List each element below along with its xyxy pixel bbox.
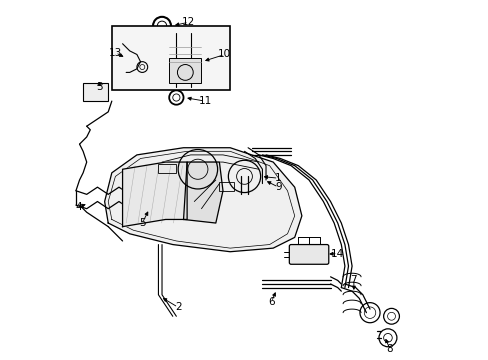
Text: 10: 10 bbox=[218, 49, 231, 59]
Bar bbox=[158, 164, 176, 173]
Text: 11: 11 bbox=[198, 96, 211, 106]
Text: 2: 2 bbox=[175, 302, 181, 312]
Text: 13: 13 bbox=[108, 48, 122, 58]
Polygon shape bbox=[104, 148, 301, 252]
Text: 9: 9 bbox=[275, 182, 281, 192]
Text: 8: 8 bbox=[386, 343, 392, 354]
Text: 6: 6 bbox=[267, 297, 274, 307]
FancyBboxPatch shape bbox=[289, 244, 328, 264]
Text: 5: 5 bbox=[139, 218, 145, 228]
Polygon shape bbox=[183, 162, 223, 223]
Bar bbox=[83, 83, 108, 101]
Text: 7: 7 bbox=[350, 275, 356, 285]
Text: 12: 12 bbox=[182, 17, 195, 27]
Text: 3: 3 bbox=[96, 82, 102, 92]
Bar bbox=[112, 26, 230, 90]
Bar bbox=[169, 58, 201, 83]
Text: 1: 1 bbox=[275, 173, 281, 183]
Text: 14: 14 bbox=[330, 248, 344, 258]
Polygon shape bbox=[122, 162, 187, 226]
Text: 4: 4 bbox=[75, 202, 82, 212]
Bar bbox=[219, 182, 233, 191]
